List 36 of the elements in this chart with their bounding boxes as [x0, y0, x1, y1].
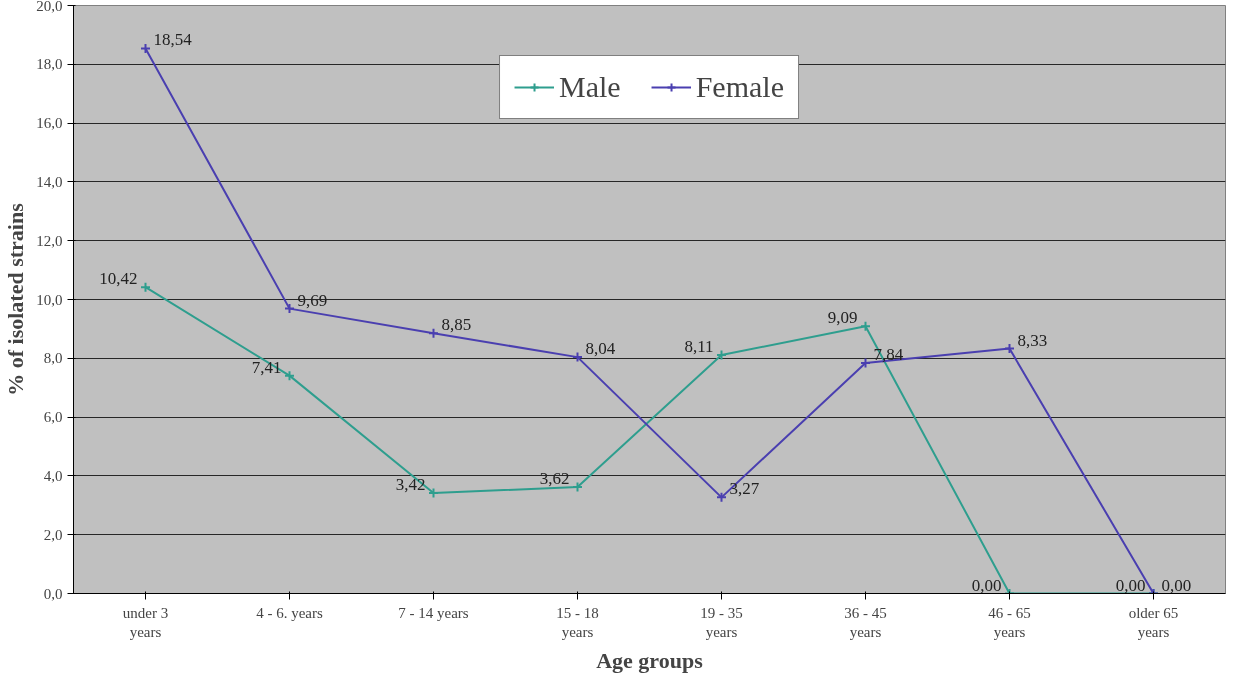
data-label: 0,00 [1115, 575, 1146, 595]
data-label: 8,04 [585, 339, 616, 359]
data-label: 10,42 [99, 269, 138, 289]
y-tick-label: 8,0 [43, 350, 63, 367]
data-label: 8,33 [1017, 330, 1048, 350]
y-tick-label: 2,0 [43, 526, 63, 543]
data-label: 3,27 [729, 479, 760, 499]
data-label: 0,00 [971, 575, 1002, 595]
legend-label: Female [695, 70, 784, 104]
x-axis-title: Age groups [596, 647, 704, 673]
x-tick-label: under 3 years [122, 604, 169, 640]
x-tick-label: 36 - 45 years [844, 604, 887, 640]
y-tick-label: 6,0 [43, 409, 63, 426]
y-tick-label: 10,0 [36, 291, 63, 308]
x-tick-label: 7 - 14 years [398, 604, 469, 621]
legend-label: Male [559, 70, 621, 104]
x-tick-label: older 65 years [1128, 604, 1179, 640]
x-tick-label: 46 - 65 years [988, 604, 1031, 640]
data-label: 0,00 [1161, 575, 1192, 595]
y-tick-label: 16,0 [36, 115, 63, 132]
y-tick-label: 14,0 [36, 173, 63, 190]
data-label: 7,41 [251, 357, 282, 377]
y-tick-label: 20,0 [36, 0, 63, 14]
data-label: 18,54 [153, 30, 193, 50]
data-label: 8,85 [441, 315, 472, 335]
x-tick-label: 15 - 18 years [556, 604, 599, 640]
data-label: 8,11 [684, 337, 714, 357]
y-tick-label: 12,0 [36, 232, 63, 249]
x-tick-label: 19 - 35 years [700, 604, 743, 640]
data-label: 3,42 [395, 474, 426, 494]
y-tick-label: 18,0 [36, 56, 63, 73]
y-axis-title: % of isolated strains [3, 202, 29, 396]
y-tick-label: 4,0 [43, 467, 63, 484]
data-label: 9,09 [827, 308, 858, 328]
x-tick-label: 4 - 6. years [256, 604, 323, 621]
y-tick-label: 0,0 [43, 585, 63, 602]
